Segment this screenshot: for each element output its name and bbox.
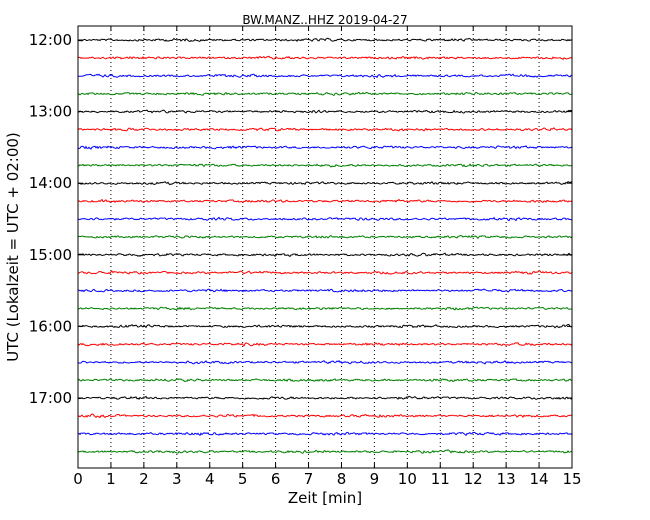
trace-line <box>77 163 573 168</box>
x-tick-label: 6 <box>271 470 281 488</box>
trace-line <box>77 323 573 329</box>
y-tick-label: 14:00 <box>29 174 72 192</box>
plot-frame <box>77 25 573 469</box>
y-tick-label: 16:00 <box>29 317 72 335</box>
x-tick-label: 4 <box>205 470 215 488</box>
y-tick-label: 13:00 <box>29 103 72 121</box>
trace-line <box>77 270 573 275</box>
trace-line <box>77 431 573 437</box>
x-axis-ticks: 0 1 2 3 4 5 6 7 8 9 10 11 12 13 14 15 <box>73 26 582 488</box>
trace-line <box>77 342 573 347</box>
trace-line <box>77 359 573 365</box>
x-tick-label: 3 <box>172 470 182 488</box>
y-axis-label: UTC (Lokalzeit = UTC + 02:00) <box>4 132 22 362</box>
trace-line <box>77 252 573 258</box>
y-tick-label: 12:00 <box>29 31 72 49</box>
trace-group <box>77 37 573 454</box>
trace-line <box>77 181 573 186</box>
x-tick-label: 7 <box>304 470 314 488</box>
x-tick-label: 8 <box>337 470 347 488</box>
x-axis-label: Zeit [min] <box>288 489 362 507</box>
trace-line <box>77 395 573 400</box>
trace-line <box>77 234 573 239</box>
x-tick-label: 11 <box>431 470 450 488</box>
trace-line <box>77 306 573 311</box>
x-tick-label: 5 <box>238 470 248 488</box>
x-tick-label: 14 <box>530 470 549 488</box>
trace-line <box>77 145 573 150</box>
x-tick-label: 10 <box>398 470 417 488</box>
trace-line <box>77 127 573 132</box>
trace-line <box>77 449 573 454</box>
x-tick-label: 13 <box>497 470 516 488</box>
x-tick-label: 12 <box>464 470 483 488</box>
trace-line <box>77 91 573 97</box>
x-tick-label: 9 <box>370 470 380 488</box>
x-tick-label: 0 <box>73 470 83 488</box>
trace-line <box>77 378 573 383</box>
trace-line <box>77 288 573 293</box>
y-tick-label: 17:00 <box>29 389 72 407</box>
trace-line <box>77 198 573 204</box>
trace-line <box>77 55 573 61</box>
y-tick-label: 15:00 <box>29 246 72 264</box>
x-tick-label: 15 <box>562 470 581 488</box>
plot-background <box>78 26 572 468</box>
x-tick-label: 2 <box>139 470 149 488</box>
trace-line <box>77 109 573 114</box>
trace-line <box>77 413 573 419</box>
trace-line <box>77 216 573 222</box>
x-tick-label: 1 <box>106 470 116 488</box>
y-axis-ticks: 12:00 13:00 14:00 15:00 16:00 17:00 <box>29 31 572 407</box>
trace-line <box>77 73 573 79</box>
trace-line <box>77 37 573 43</box>
chart-title: BW.MANZ..HHZ 2019-04-27 <box>242 13 407 27</box>
vertical-grid <box>110 26 540 468</box>
